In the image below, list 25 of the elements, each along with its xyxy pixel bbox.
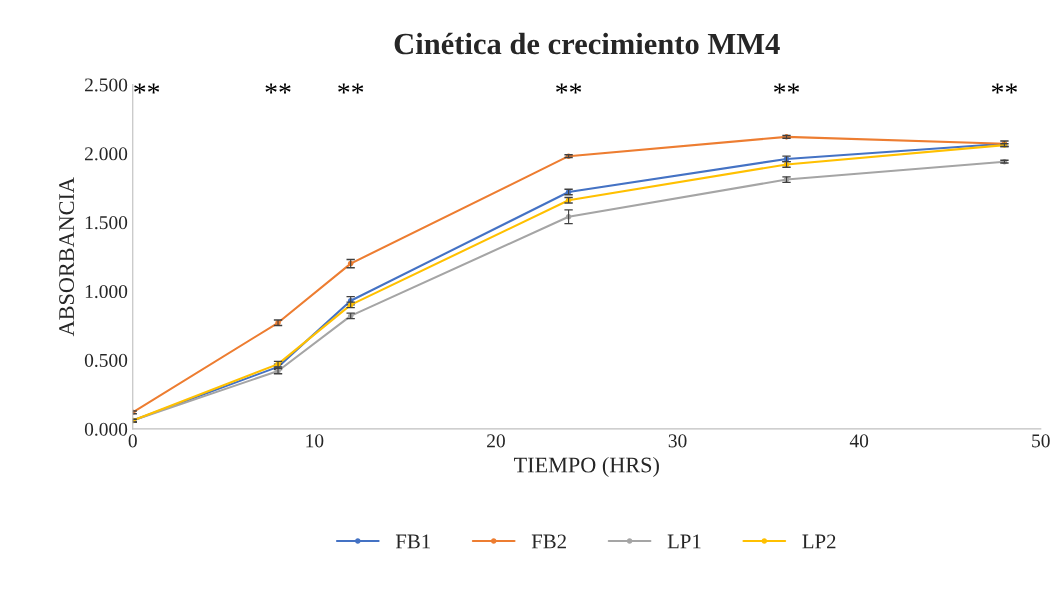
- x-tick-label: 50: [1032, 434, 1050, 448]
- legend-label: LP1: [667, 534, 701, 549]
- x-tick-label: 20: [487, 434, 505, 448]
- x-tick-label: 10: [306, 434, 324, 448]
- annotation: **: [134, 83, 160, 94]
- y-tick-label: 1.500: [85, 216, 128, 230]
- x-tick-label: 40: [849, 434, 869, 448]
- annotation: **: [991, 83, 1017, 94]
- legend-label: FB1: [395, 534, 430, 549]
- x-axis-title: TIEMPO (HRS): [514, 456, 659, 478]
- annotation: **: [773, 83, 800, 94]
- y-tick-label: 2.000: [84, 147, 128, 161]
- x-tick-label: 30: [668, 434, 687, 448]
- y-tick-label: 2.500: [84, 78, 128, 92]
- legend-label: LP2: [802, 534, 836, 549]
- y-axis-title: ABSORBANCIA: [59, 177, 75, 337]
- annotation: **: [265, 83, 291, 94]
- y-tick-label: 0.000: [84, 422, 128, 436]
- y-tick-label: 0.500: [84, 353, 128, 368]
- annotation: **: [556, 83, 582, 94]
- legend-label: FB2: [531, 534, 566, 549]
- y-tick-label: 1.000: [85, 284, 128, 299]
- x-tick-label: 0: [128, 434, 137, 448]
- chart-title: Cinética de crecimiento MM4: [394, 32, 780, 55]
- annotation: **: [338, 83, 364, 94]
